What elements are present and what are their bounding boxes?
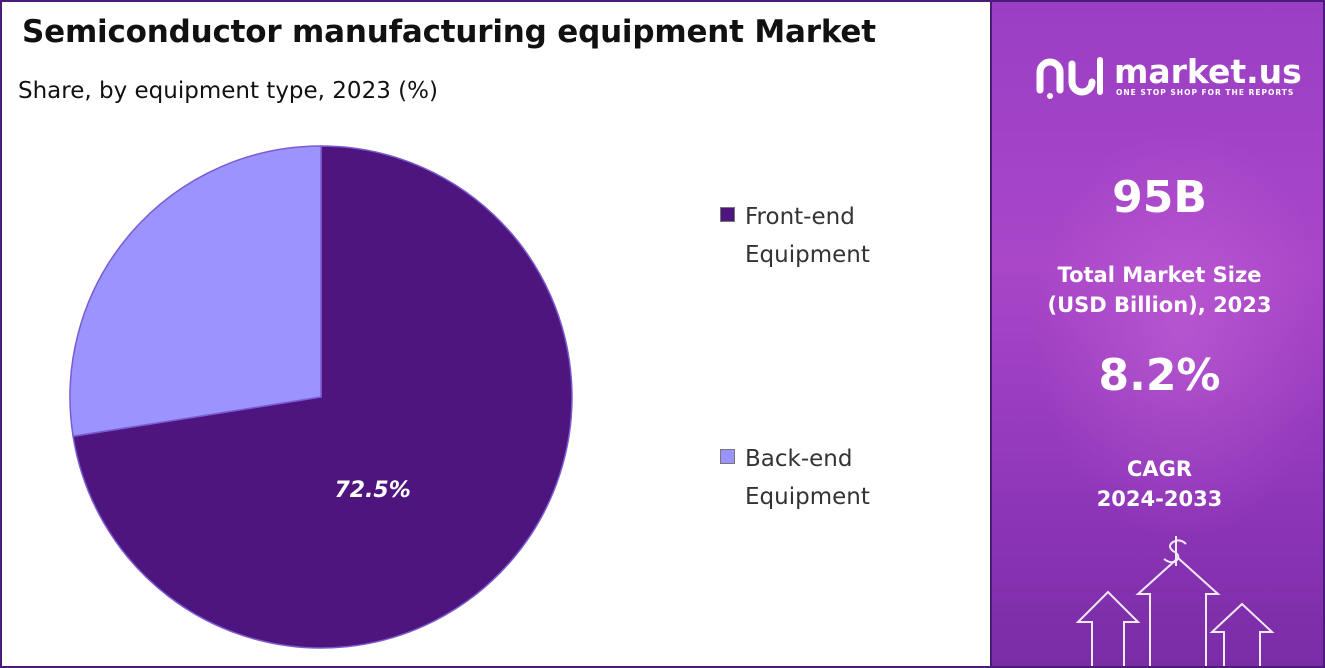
cagr-value: 8.2% — [1098, 350, 1221, 401]
chart-subtitle: Share, by equipment type, 2023 (%) — [18, 78, 438, 104]
pie-slice-back-end-equipment — [69, 145, 322, 438]
legend-label: Equipment — [745, 242, 870, 268]
market-size-label: Total Market Size (USD Billion), 2023 — [1047, 263, 1272, 317]
market-size-value: 95B — [1112, 172, 1207, 223]
logo-icon — [1036, 57, 1103, 99]
logo-tagline: ONE STOP SHOP FOR THE REPORTS — [1116, 88, 1295, 97]
legend-swatch — [720, 449, 735, 464]
pie-slice-front-end-equipment — [72, 145, 573, 649]
dollar-icon — [1163, 536, 1187, 566]
brand-logo: market.us ONE STOP SHOP FOR THE REPORTS — [1034, 52, 1314, 102]
cagr-label: CAGR 2024-2033 — [1096, 457, 1223, 511]
up-arrow-icon — [1135, 556, 1221, 666]
up-arrow-icon — [1075, 590, 1141, 666]
growth-arrows-decoration — [1075, 536, 1275, 666]
legend-swatch — [720, 207, 735, 222]
up-arrow-icon — [1209, 602, 1275, 666]
logo-name: market.us — [1114, 52, 1302, 91]
legend-label: Equipment — [745, 484, 870, 510]
chart-panel: Semiconductor manufacturing equipment Ma… — [0, 0, 990, 668]
legend-label: Front-end — [745, 204, 855, 230]
chart-title: Semiconductor manufacturing equipment Ma… — [22, 14, 876, 50]
data-label: 72.5% — [334, 478, 410, 503]
legend-label: Back-end — [745, 446, 853, 472]
pie-chart: 72.5% — [69, 145, 573, 649]
stats-sidebar: market.us ONE STOP SHOP FOR THE REPORTS … — [990, 0, 1325, 668]
